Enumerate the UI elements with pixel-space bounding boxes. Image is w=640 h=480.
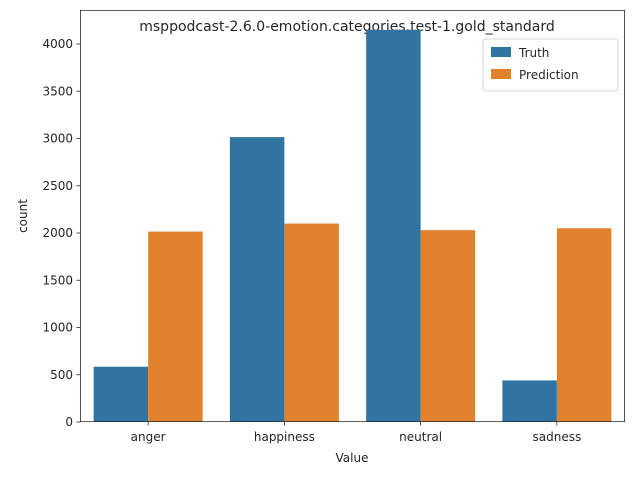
legend: Truth Prediction [482, 38, 619, 92]
x-axis: anger happiness neutral sadness [131, 422, 582, 444]
legend-swatch-prediction [491, 69, 511, 79]
y-tick-label: 500 [50, 368, 73, 382]
y-axis-title: count [16, 199, 30, 233]
bar-truth-neutral [366, 29, 421, 423]
y-tick-label: 2000 [42, 226, 73, 240]
y-tick-label: 1500 [42, 273, 73, 287]
legend-label-prediction: Prediction [519, 68, 579, 82]
x-tick-label-neutral: neutral [399, 430, 442, 444]
x-tick-label-anger: anger [131, 430, 166, 444]
bar-prediction-neutral [420, 230, 476, 422]
y-tick-label: 0 [65, 415, 73, 429]
y-tick-label: 4000 [42, 37, 73, 51]
legend-box [482, 38, 619, 92]
bar-truth-anger [93, 366, 149, 422]
bar-prediction-sadness [556, 228, 612, 422]
y-tick-label: 3000 [42, 132, 73, 146]
legend-swatch-truth [491, 47, 511, 57]
y-tick-label: 3500 [42, 84, 73, 98]
x-tick-label-sadness: sadness [533, 430, 582, 444]
bar-prediction-anger [148, 231, 203, 422]
bar-prediction-happiness [284, 223, 339, 422]
chart-title: msppodcast-2.6.0-emotion.categories.test… [139, 19, 554, 35]
y-tick-label: 1000 [42, 321, 73, 335]
bars-group [93, 29, 612, 423]
x-tick-label-happiness: happiness [254, 430, 315, 444]
y-axis: 0 500 1000 1500 2000 2500 3000 3500 4000 [42, 37, 80, 429]
bar-truth-happiness [229, 137, 285, 423]
bar-truth-sadness [502, 380, 557, 422]
y-tick-label: 2500 [42, 179, 73, 193]
x-axis-title: Value [336, 451, 369, 465]
legend-label-truth: Truth [518, 46, 549, 60]
